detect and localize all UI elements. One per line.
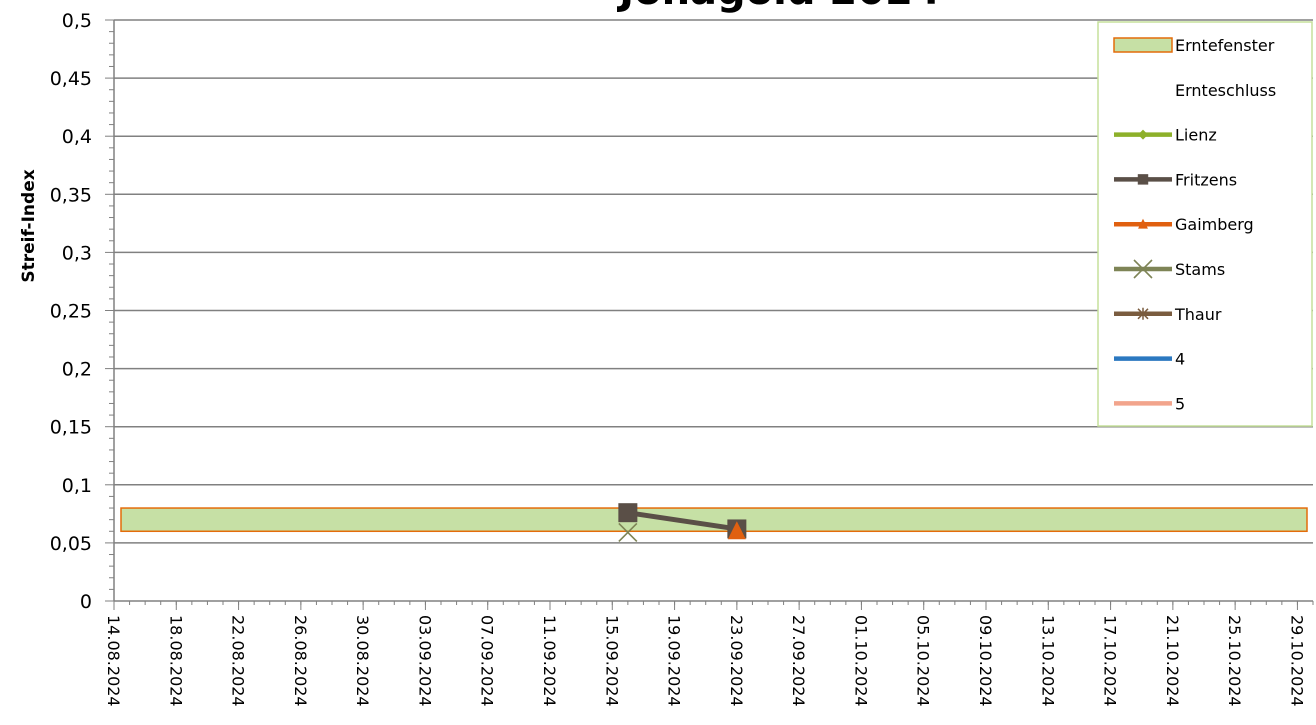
legend: Erntefenster Ernteschluss Lienz Fritzens Gai… (1097, 21, 1313, 427)
y-tick-label: 0 (80, 591, 92, 613)
legend-label: Gaimberg (1175, 215, 1254, 234)
y-tick-label: 0,1 (62, 475, 92, 497)
x-tick-label: 23.09.2024 (727, 615, 746, 707)
x-tick-label: 07.09.2024 (478, 615, 497, 707)
x-tick-label: 01.10.2024 (851, 615, 870, 707)
point-fritzens (618, 503, 638, 523)
x-tick-label: 05.10.2024 (914, 615, 933, 707)
chart-title: Jonagold 2024 (616, 0, 941, 14)
x-tick-label: 03.09.2024 (415, 615, 434, 707)
legend-marker-shape (1137, 174, 1149, 185)
legend-marker (1137, 174, 1149, 185)
x-tick-label: 13.10.2024 (1038, 615, 1057, 707)
x-tick-label: 18.08.2024 (166, 615, 185, 707)
y-tick-label: 0,35 (50, 184, 92, 206)
legend-marker (1138, 218, 1148, 229)
y-axis-label: Streif-Index (19, 169, 39, 282)
y-tick-label: 0,3 (62, 242, 92, 264)
legend-item: 5 (1114, 394, 1185, 413)
legend-item: Fritzens (1114, 170, 1237, 189)
series-line-fritzens (627, 510, 738, 532)
y-tick-label: 0,45 (50, 68, 92, 90)
x-tick-label: 17.10.2024 (1101, 615, 1120, 707)
legend-marker-shape (1138, 129, 1148, 140)
legend-item: Gaimberg (1114, 215, 1254, 234)
series-group (618, 503, 747, 543)
legend-swatch (1113, 37, 1173, 53)
x-tick-label: 29.10.2024 (1287, 615, 1306, 707)
x-tick-label: 26.08.2024 (291, 615, 310, 707)
x-tick-labels: 14.08.2024 18.08.2024 22.08.2024 26.08.2024… (104, 615, 1306, 707)
x-tick-label: 22.08.2024 (229, 615, 248, 707)
legend-label: Ernteschluss (1175, 81, 1276, 100)
x-tick-label: 19.09.2024 (665, 615, 684, 707)
legend-label: 4 (1175, 350, 1185, 369)
y-tick-label: 0,25 (50, 301, 92, 323)
erntefenster-band (120, 507, 1308, 533)
y-tick-label: 0,05 (50, 533, 92, 555)
legend-item: Lienz (1114, 126, 1217, 145)
legend-marker-shape (1138, 218, 1148, 229)
y-tick-label: 0,4 (62, 126, 92, 148)
x-tick-label: 11.09.2024 (540, 615, 559, 707)
legend-label: Stams (1175, 260, 1225, 279)
x-tick-label: 25.10.2024 (1225, 615, 1244, 707)
legend-label: 5 (1175, 394, 1185, 413)
y-tick-label: 0,5 (62, 10, 92, 32)
series-gaimberg (727, 521, 746, 540)
axes (105, 19, 1314, 610)
y-tick-label: 0,15 (50, 417, 92, 439)
x-tick-label: 09.10.2024 (976, 615, 995, 707)
legend-item: 4 (1114, 350, 1185, 369)
y-tick-labels: 0 0,05 0,1 0,15 0,2 0,25 0,3 0,35 0,4 0,45 0,5 (50, 10, 92, 613)
legend-marker (1137, 307, 1149, 320)
x-tick-label: 14.08.2024 (104, 615, 123, 707)
point-stams (618, 522, 638, 543)
point-gaimberg (727, 521, 746, 540)
x-tick-label: 30.08.2024 (353, 615, 372, 707)
legend-marker (1133, 259, 1153, 279)
legend-marker (1138, 129, 1148, 140)
gridlines (114, 19, 1313, 544)
series-stams (618, 522, 638, 543)
legend-item: Ernteschluss (1175, 81, 1276, 100)
legend-marker-shape (1133, 259, 1153, 279)
x-tick-label: 21.10.2024 (1163, 615, 1182, 707)
legend-marker-shape (1137, 307, 1149, 320)
legend-label: Erntefenster (1175, 36, 1275, 55)
legend-item: Thaur (1114, 305, 1222, 324)
y-tick-label: 0,2 (62, 359, 92, 381)
legend-label: Thaur (1174, 305, 1222, 324)
x-tick-label: 27.09.2024 (789, 615, 808, 707)
legend-item: Stams (1114, 259, 1225, 279)
legend-label: Fritzens (1175, 170, 1237, 189)
legend-item: Erntefenster (1113, 36, 1275, 55)
legend-label: Lienz (1175, 126, 1217, 145)
erntefenster-rect (120, 507, 1308, 533)
x-tick-label: 15.09.2024 (602, 615, 621, 707)
